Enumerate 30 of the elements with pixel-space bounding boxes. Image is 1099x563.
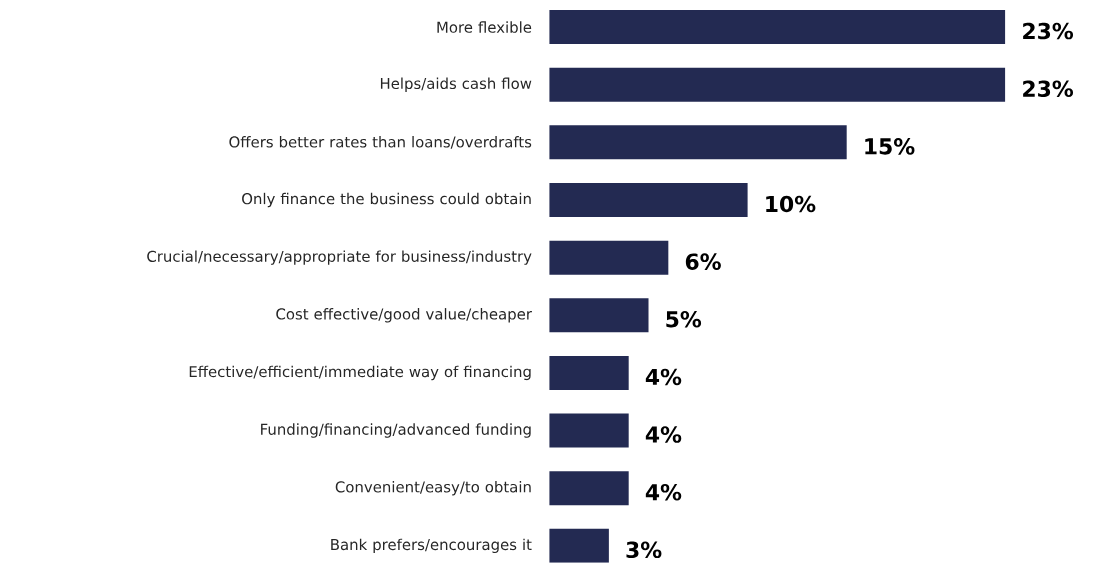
bar <box>549 471 629 506</box>
data-label: 4% <box>645 426 682 443</box>
bar <box>549 355 629 390</box>
data-label: 6% <box>685 253 721 270</box>
data-label: 10% <box>766 195 816 213</box>
data-label: 5% <box>666 311 702 328</box>
data-label: 3% <box>626 541 662 559</box>
data-label: 23% <box>1023 22 1074 40</box>
y-tick-label: Funding/financing/advanced funding <box>261 423 531 438</box>
bar <box>549 183 748 218</box>
bar <box>549 125 847 160</box>
y-tick-label: Cost effective/good value/cheaper <box>276 308 532 323</box>
y-tick-label: More flexible <box>437 21 532 33</box>
y-tick-label: Offers better rates than loans/overdrafts <box>229 136 532 149</box>
bar <box>549 67 1006 102</box>
y-tick-label: Only finance the business could obtain <box>242 192 531 208</box>
bar <box>549 413 629 448</box>
bar <box>549 240 669 275</box>
y-tick-label: Crucial/necessary/appropriate for business/industry <box>147 250 532 265</box>
bar <box>549 298 649 333</box>
y-tick-label: Convenient/easy/to obtain <box>335 481 531 496</box>
data-label: 23% <box>1023 80 1074 98</box>
y-tick-label: Helps/aids cash flow <box>380 77 532 93</box>
bar <box>549 10 1006 45</box>
bar <box>549 528 609 563</box>
data-label: 4% <box>645 484 682 501</box>
data-label: 4% <box>645 368 682 386</box>
data-label: 15% <box>865 138 915 155</box>
y-tick-label: Bank prefers/encourages it <box>331 538 532 554</box>
y-tick-label: Effective/efficient/immediate way of financing <box>189 365 531 381</box>
